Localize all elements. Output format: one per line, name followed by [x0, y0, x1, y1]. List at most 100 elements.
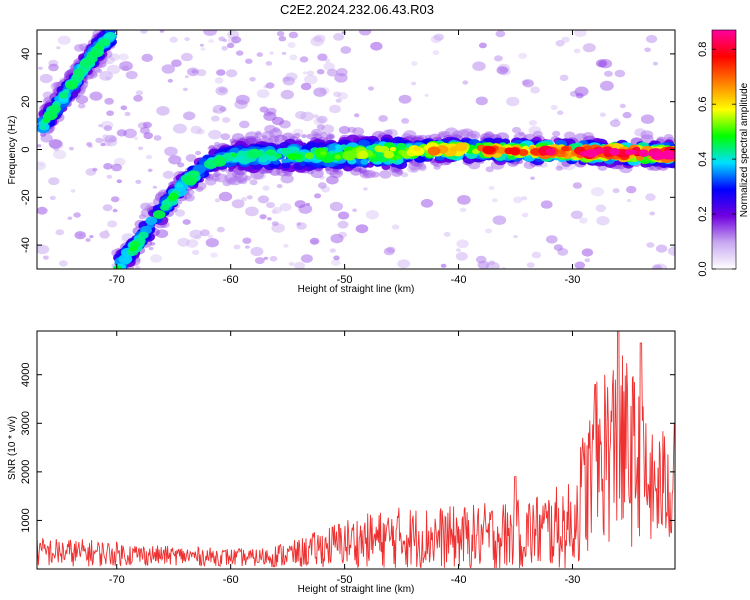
heatmap-cell: [77, 103, 86, 109]
heatmap-cell: [176, 183, 184, 189]
heatmap-cell: [226, 42, 235, 49]
heatmap-cell: [326, 68, 338, 77]
colorbar-gradient: [712, 30, 736, 269]
snr-y-axis-label: SNR (10 * v/v): [7, 416, 18, 480]
heatmap-cell: [269, 255, 278, 262]
heatmap-cell: [75, 95, 89, 104]
heatmap-cell: [140, 30, 148, 34]
heatmap-cell: [281, 51, 287, 55]
heatmap-cell: [119, 61, 133, 71]
heatmap-cell: [181, 52, 193, 62]
heatmap-cell: [626, 199, 632, 203]
heatmap-cell: [585, 149, 598, 158]
colorbar-tick-label: 0.8: [697, 42, 709, 57]
heatmap-cell: [306, 70, 315, 76]
heatmap-cell: [100, 142, 106, 147]
heatmap-cell: [278, 36, 287, 42]
heatmap-cell: [640, 134, 654, 144]
heatmap-cell: [638, 149, 650, 157]
heatmap-cell: [612, 188, 620, 194]
heatmap-cell: [103, 19, 111, 25]
heatmap-cell: [280, 174, 294, 184]
heatmap-cell: [622, 111, 632, 119]
heatmap-cell: [219, 106, 227, 112]
heatmap-cell: [259, 106, 269, 113]
heatmap-cell: [212, 172, 219, 178]
colorbar-ticks: 0.0 0.2 0.4 0.6 0.8: [697, 42, 736, 277]
heatmap-cell: [106, 110, 114, 116]
heatmap-cell: [125, 70, 138, 80]
y-tick-label: 40: [20, 48, 32, 60]
heatmap-cell: [214, 198, 221, 203]
heatmap-cell: [511, 147, 518, 152]
heatmap-cell: [128, 245, 138, 252]
heatmap-cell: [135, 265, 141, 269]
heatmap-cell: [112, 208, 118, 213]
heatmap-cell: [262, 185, 270, 191]
heatmap-cell: [48, 139, 63, 149]
heatmap-cell: [225, 69, 238, 78]
heatmap-cell: [338, 211, 350, 220]
heatmap-cell: [528, 120, 538, 126]
heatmap-cell: [301, 134, 307, 139]
heatmap-cell: [265, 149, 276, 157]
heatmap-cell: [59, 92, 69, 99]
heatmap-cell: [185, 154, 197, 162]
heatmap-cell: [289, 54, 298, 61]
heatmap-cell: [650, 151, 664, 161]
heatmap-cell: [317, 53, 328, 61]
heatmap-cell: [485, 228, 493, 234]
x-tick-label: -50: [337, 274, 353, 286]
heatmap-cell: [190, 125, 202, 134]
heatmap-cell: [456, 239, 469, 249]
heatmap-cell: [135, 179, 142, 184]
heatmap-cell: [203, 30, 217, 36]
heatmap-cell: [530, 148, 540, 156]
heatmap-cell: [324, 58, 331, 64]
heatmap-cell: [294, 261, 305, 269]
heatmap-cell: [138, 231, 149, 239]
heatmap-cell: [167, 78, 173, 83]
heatmap-cell: [160, 204, 170, 211]
figure-title: C2E2.2024.232.06.43.R03: [280, 2, 434, 17]
heatmap-cell: [513, 196, 523, 204]
heatmap-cell: [329, 201, 343, 212]
heatmap-cell: [495, 30, 506, 38]
heatmap-cell: [101, 22, 111, 29]
heatmap-cell: [365, 210, 379, 220]
heatmap-cell: [98, 20, 109, 28]
heatmap-cell: [559, 74, 569, 82]
heatmap-cell: [595, 59, 608, 68]
heatmap-cell: [142, 121, 152, 129]
heatmap-cell: [661, 150, 675, 160]
heatmap-cell: [363, 169, 376, 179]
colorbar-tick-label: 0.2: [697, 206, 709, 221]
heatmap-cell: [235, 50, 244, 56]
heatmap-cell: [235, 94, 250, 105]
heatmap-cell: [256, 89, 270, 99]
heatmap-cell: [183, 111, 196, 121]
heatmap-cell: [74, 44, 85, 52]
heatmap-cell: [192, 249, 200, 255]
heatmap-cell: [40, 132, 46, 137]
heatmap-cell: [296, 222, 302, 226]
heatmap-cell: [103, 125, 112, 132]
heatmap-cell: [212, 157, 227, 167]
heatmap-cell: [259, 214, 267, 220]
heatmap-cell: [231, 36, 242, 44]
heatmap-cell: [65, 80, 78, 90]
heatmap-cell: [331, 259, 341, 266]
x-tick-label: -60: [223, 574, 239, 586]
heatmap-cell: [104, 17, 114, 24]
heatmap-cell: [280, 147, 291, 155]
heatmap-cell: [546, 235, 558, 244]
heatmap-cell: [294, 200, 306, 209]
heatmap-cell: [102, 204, 113, 212]
heatmap-cell: [269, 51, 274, 55]
heatmap-cell: [189, 229, 203, 239]
heatmap-cell: [316, 124, 325, 130]
heatmap-cell: [420, 198, 434, 208]
heatmap-cell: [247, 148, 262, 159]
heatmap-cell: [184, 37, 190, 42]
